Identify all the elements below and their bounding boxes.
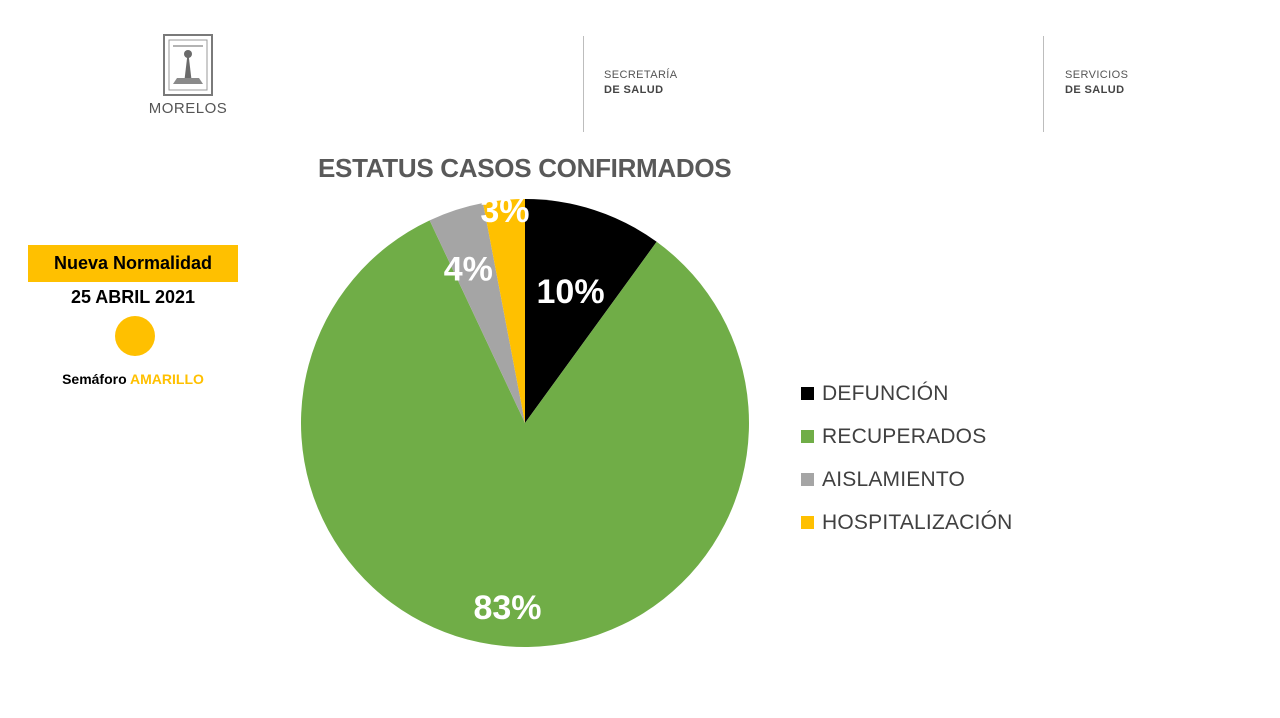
legend-swatch: [801, 387, 814, 400]
morelos-logo: MORELOS: [140, 34, 236, 117]
pie-slice-aislamiento: [429, 202, 525, 423]
dept2-line2: DE SALUD: [1065, 84, 1125, 96]
legend-swatch: [801, 473, 814, 486]
logo-text: MORELOS: [148, 100, 228, 117]
dept1-line1: SECRETARÍA: [604, 69, 678, 81]
data-label-recuperados: 83%: [473, 589, 541, 627]
legend-item: DEFUNCIÓN: [801, 372, 1012, 415]
legend-label: DEFUNCIÓN: [822, 381, 949, 405]
legend-swatch: [801, 430, 814, 443]
semaforo-color-word: AMARILLO: [130, 371, 204, 387]
pie-slice-hospitalización: [483, 199, 525, 423]
legend-item: HOSPITALIZACIÓN: [801, 501, 1012, 544]
legend-label: AISLAMIENTO: [822, 467, 966, 491]
legend-swatch: [801, 516, 814, 529]
servicios-salud-label: SERVICIOS DE SALUD: [1065, 68, 1128, 98]
pie-slice-recuperados: [301, 220, 749, 648]
header-divider: [583, 36, 584, 132]
pie-chart: 10% 83% 4% 3%: [301, 192, 749, 648]
dept1-line2: DE SALUD: [604, 84, 664, 96]
data-label-hospitalización: 3%: [480, 192, 529, 230]
legend-label: RECUPERADOS: [822, 424, 987, 448]
data-label-aislamiento: 4%: [444, 251, 493, 289]
dept2-line1: SERVICIOS: [1065, 69, 1129, 81]
legend-item: RECUPERADOS: [801, 415, 1012, 458]
report-date: 25 ABRIL 2021: [70, 287, 196, 307]
pie-slice-defunción: [525, 199, 657, 423]
header-divider: [1043, 36, 1044, 132]
morelos-seal-icon: [163, 34, 213, 96]
data-label-defunción: 10%: [537, 273, 605, 311]
secretaria-salud-label: SECRETARÍA DE SALUD: [604, 68, 677, 98]
chart-title: ESTATUS CASOS CONFIRMADOS: [318, 153, 732, 183]
semaforo-indicator: [115, 316, 155, 356]
semaforo-prefix: Semáforo: [62, 371, 131, 387]
chart-legend: DEFUNCIÓN RECUPERADOS AISLAMIENTO HOSPITALI…: [801, 372, 1012, 544]
nueva-normalidad-badge: Nueva Normalidad: [28, 245, 238, 282]
legend-label: HOSPITALIZACIÓN: [822, 510, 1013, 534]
semaforo-label: Semáforo AMARILLO: [28, 371, 238, 387]
legend-item: AISLAMIENTO: [801, 458, 1012, 501]
